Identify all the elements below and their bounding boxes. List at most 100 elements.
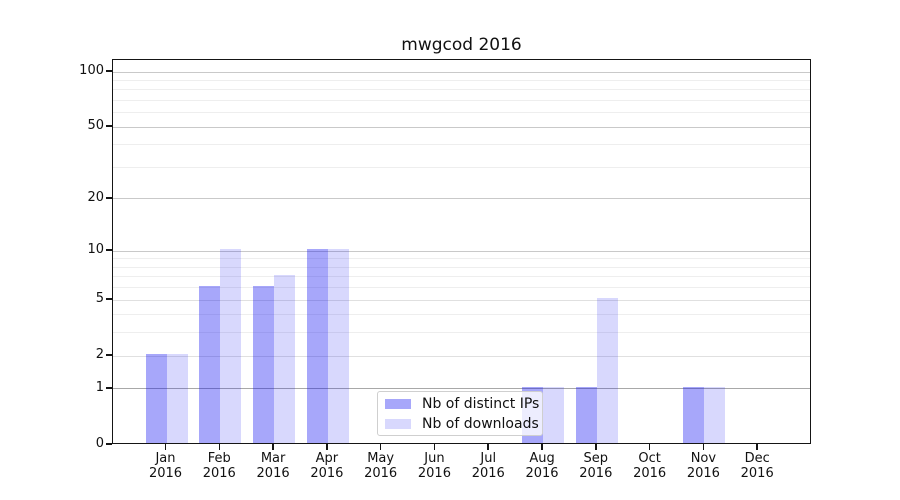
xtick-year: 2016 [740,466,774,481]
minor-gridline-7 [113,276,810,278]
ytick-label-1: 1 [95,379,104,395]
bar-downloads-sep [596,298,618,443]
xtick-year: 2016 [202,466,236,481]
xtick-month: Nov [690,451,717,466]
xtick-label-oct: Oct 2016 [622,451,678,481]
legend-label-distinct-ips: Nb of distinct IPs [422,395,540,412]
xtick-label-feb: Feb 2016 [191,451,247,481]
bar-distinct-ips-sep [575,386,597,443]
xtick-label-dec: Dec 2016 [729,451,785,481]
minor-gridline-70 [113,99,810,101]
xtick-label-nov: Nov 2016 [675,451,731,481]
bar-downloads-feb [220,249,242,443]
ytick-mark-1 [106,387,112,389]
xtick-label-jul: Jul 2016 [460,451,516,481]
minor-gridline-3 [113,332,810,334]
xtick-mark-nov [702,444,705,450]
ytick-mark-2 [106,354,112,356]
xtick-year: 2016 [364,466,398,481]
legend-row-distinct-ips: Nb of distinct IPs [385,396,539,412]
xtick-mark-jul [487,444,489,450]
minor-gridline-8 [113,266,810,268]
ytick-label-2: 2 [95,347,104,363]
ytick-label-100: 100 [79,63,104,78]
xtick-year: 2016 [525,466,559,481]
minor-gridline-40 [113,144,810,146]
ytick-label-0: 0 [95,436,104,451]
ytick-label-50: 50 [87,118,104,134]
legend: Nb of distinct IPs Nb of downloads [377,391,543,436]
xtick-label-mar: Mar 2016 [245,451,301,481]
xtick-year: 2016 [579,466,613,481]
bar-distinct-ips-mar [253,285,275,443]
xtick-mark-apr [326,444,328,450]
xtick-year: 2016 [148,466,183,481]
xtick-mark-sep [595,444,597,450]
ytick-label-10: 10 [87,242,104,258]
xtick-label-jun: Jun 2016 [406,451,462,481]
xtick-month: Apr [315,451,339,466]
minor-gridline-6 [113,287,810,289]
xtick-month: Aug [529,451,555,466]
minor-gridline-90 [113,79,810,81]
ytick-mark-100 [106,70,112,72]
ytick-mark-5 [106,298,112,300]
xtick-year: 2016 [417,466,451,481]
bars-layer [113,60,810,443]
legend-swatch-downloads [385,418,411,429]
bar-downloads-jan [166,354,188,443]
bar-distinct-ips-nov [683,386,705,443]
ytick-mark-10 [106,249,112,251]
major-gridline-1 [113,388,810,390]
xtick-label-jan: Jan 2016 [138,451,194,481]
xtick-year: 2016 [633,466,667,481]
xtick-label-may: May 2016 [353,451,409,481]
xtick-mark-may [379,444,382,450]
legend-swatch-distinct-ips [385,398,411,409]
major-gridline-2 [113,355,810,357]
xtick-month: Mar [260,451,286,466]
xtick-month: Feb [207,451,231,466]
ytick-label-20: 20 [87,189,104,205]
xtick-mark-oct [648,444,651,450]
major-gridline-5 [113,299,810,301]
legend-label-downloads: Nb of downloads [422,415,539,432]
xtick-month: Jan [155,451,176,466]
xtick-month: May [367,451,395,466]
bar-downloads-mar [274,274,296,443]
plot-area [112,59,811,444]
xtick-month: Oct [638,451,661,466]
bar-distinct-ips-feb [199,285,221,443]
xtick-month: Sep [583,451,609,466]
xtick-mark-aug [541,444,543,450]
xtick-label-apr: Apr 2016 [299,451,355,481]
ytick-label-5: 5 [95,291,104,307]
major-gridline-10 [113,250,810,252]
xtick-mark-feb [218,444,221,450]
minor-gridline-4 [113,314,810,316]
xtick-label-sep: Sep 2016 [568,451,624,481]
major-gridline-100 [113,71,810,73]
bar-downloads-aug [543,386,565,443]
chart-title: mwgcod 2016 [401,35,522,55]
xtick-mark-mar [272,444,274,450]
xtick-year: 2016 [686,466,720,481]
bar-distinct-ips-jan [145,354,167,443]
major-gridline-50 [113,126,810,128]
minor-gridline-9 [113,258,810,260]
bar-downloads-nov [704,386,726,443]
xtick-year: 2016 [256,466,290,481]
xtick-month: Jul [480,451,497,466]
major-gridline-20 [113,198,810,200]
xtick-mark-dec [756,444,758,450]
ytick-mark-50 [106,125,112,127]
bar-distinct-ips-apr [306,249,328,443]
xtick-year: 2016 [310,466,344,481]
xtick-mark-jun [433,444,436,450]
minor-gridline-60 [113,112,810,114]
grid-layer [113,60,810,443]
bar-downloads-apr [327,249,349,443]
minor-gridline-30 [113,166,810,168]
xtick-label-aug: Aug 2016 [514,451,570,481]
